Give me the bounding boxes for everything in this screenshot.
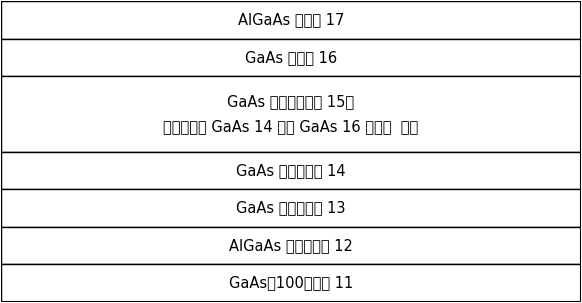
FancyBboxPatch shape [1,152,581,189]
Text: AlGaAs 窗口层 17: AlGaAs 窗口层 17 [238,13,344,28]
Text: GaAs 轻重掺杂层 13: GaAs 轻重掺杂层 13 [236,200,346,215]
FancyBboxPatch shape [1,76,581,152]
FancyBboxPatch shape [1,2,581,39]
Text: GaAs 同质层 16: GaAs 同质层 16 [245,50,337,65]
Text: GaAs 轻低掺杂层 14: GaAs 轻低掺杂层 14 [236,163,346,178]
Text: GaAs 渐梯度掺杂层 15，: GaAs 渐梯度掺杂层 15， [228,94,354,109]
FancyBboxPatch shape [1,39,581,76]
Text: GaAs（100）衬底 11: GaAs（100）衬底 11 [229,275,353,290]
FancyBboxPatch shape [1,227,581,264]
FancyBboxPatch shape [1,189,581,227]
Text: 掺杂浓度从 GaAs 14 层往 GaAs 16 层梯度  增加: 掺杂浓度从 GaAs 14 层往 GaAs 16 层梯度 增加 [164,119,418,134]
Text: AlGaAs 高速阻挡层 12: AlGaAs 高速阻挡层 12 [229,238,353,253]
FancyBboxPatch shape [1,264,581,301]
